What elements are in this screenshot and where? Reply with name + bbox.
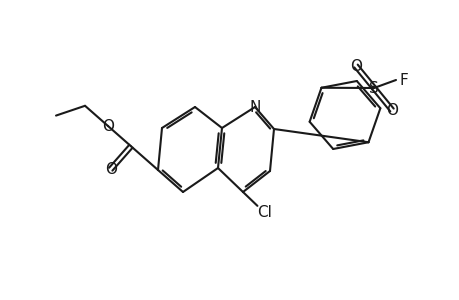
Text: O: O [385, 103, 397, 118]
Text: S: S [368, 80, 378, 95]
Text: Cl: Cl [257, 205, 271, 220]
Text: O: O [105, 162, 117, 177]
Text: O: O [102, 118, 114, 134]
Text: O: O [349, 58, 361, 74]
Text: F: F [399, 73, 408, 88]
Text: N: N [249, 100, 260, 115]
